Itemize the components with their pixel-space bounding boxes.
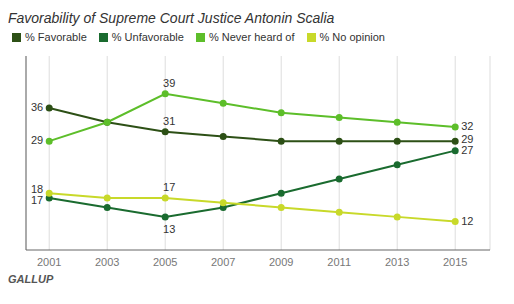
svg-text:31: 31	[163, 115, 175, 127]
svg-text:32: 32	[461, 120, 473, 132]
html-text:% Favorable: % Favorable	[25, 31, 87, 43]
svg-text:39: 39	[163, 77, 175, 89]
svg-text:29: 29	[31, 134, 43, 146]
html-text:Favorability of Supreme Court: Favorability of Supreme Court Justice An…	[8, 10, 335, 26]
svg-text:27: 27	[461, 144, 473, 156]
svg-text:2005: 2005	[153, 256, 177, 268]
svg-text:2003: 2003	[95, 256, 119, 268]
svg-text:13: 13	[163, 223, 175, 235]
svg-text:2013: 2013	[385, 256, 409, 268]
html-text:% No opinion: % No opinion	[319, 31, 385, 43]
html-text:% Unfavorable: % Unfavorable	[111, 31, 184, 43]
svg-text:17: 17	[31, 194, 43, 206]
svg-text:2001: 2001	[37, 256, 61, 268]
svg-text:2011: 2011	[327, 256, 351, 268]
svg-text:12: 12	[461, 215, 473, 227]
svg-text:2007: 2007	[211, 256, 235, 268]
html-text:% Never heard of: % Never heard of	[208, 31, 295, 43]
html-text:GALLUP: GALLUP	[8, 273, 54, 285]
svg-text:2015: 2015	[443, 256, 467, 268]
svg-text:17: 17	[163, 181, 175, 193]
svg-text:29: 29	[461, 133, 474, 146]
svg-text:18: 18	[31, 183, 43, 195]
svg-text:2009: 2009	[269, 256, 293, 268]
svg-text:36: 36	[31, 101, 43, 113]
